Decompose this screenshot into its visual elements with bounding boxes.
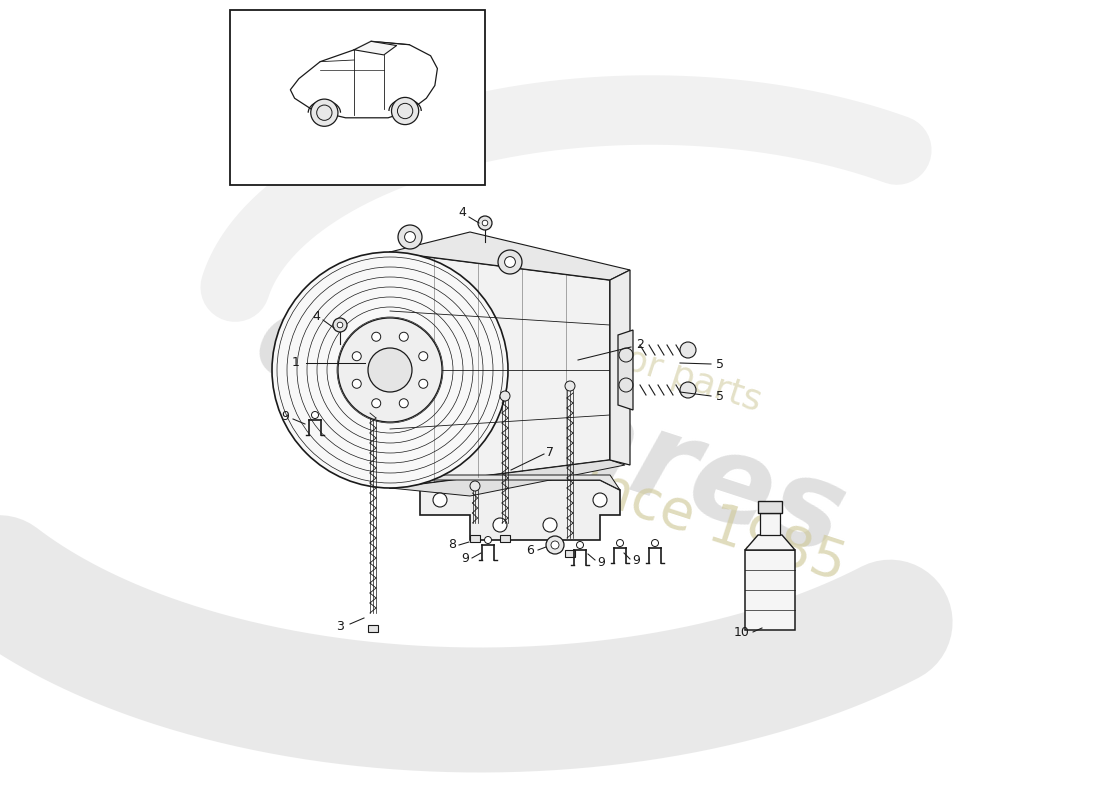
- Polygon shape: [618, 330, 632, 410]
- Text: 5: 5: [716, 358, 724, 371]
- Polygon shape: [745, 535, 795, 550]
- Text: 9: 9: [597, 555, 605, 569]
- Text: 5: 5: [716, 390, 724, 403]
- Bar: [230, 10, 485, 185]
- Circle shape: [493, 518, 507, 532]
- Circle shape: [372, 398, 381, 408]
- Bar: [760, 513, 780, 535]
- Bar: [470, 535, 480, 542]
- Circle shape: [368, 401, 378, 411]
- Circle shape: [680, 342, 696, 358]
- Circle shape: [338, 318, 442, 422]
- Circle shape: [392, 98, 419, 125]
- Text: 8: 8: [448, 538, 456, 551]
- Circle shape: [405, 232, 416, 242]
- Circle shape: [565, 381, 575, 391]
- Circle shape: [433, 493, 447, 507]
- Circle shape: [576, 542, 583, 549]
- Circle shape: [272, 252, 508, 488]
- Bar: [500, 535, 510, 542]
- Circle shape: [398, 225, 422, 249]
- Text: since 1985: since 1985: [548, 447, 852, 593]
- Text: 10: 10: [734, 626, 750, 638]
- Text: 9: 9: [282, 410, 289, 423]
- Circle shape: [505, 257, 516, 267]
- Circle shape: [680, 382, 696, 398]
- Text: 4: 4: [312, 310, 320, 323]
- Text: 3: 3: [337, 621, 344, 634]
- Text: a passion for parts: a passion for parts: [434, 282, 766, 418]
- Circle shape: [310, 99, 338, 126]
- Polygon shape: [390, 460, 625, 496]
- Circle shape: [616, 539, 624, 546]
- Text: 1: 1: [293, 357, 300, 370]
- Bar: [565, 550, 575, 557]
- Circle shape: [372, 332, 381, 342]
- Circle shape: [368, 348, 412, 392]
- Polygon shape: [610, 270, 630, 465]
- Circle shape: [352, 379, 361, 388]
- Text: 2: 2: [636, 338, 644, 351]
- Circle shape: [470, 481, 480, 491]
- Polygon shape: [354, 42, 397, 55]
- Polygon shape: [290, 42, 438, 118]
- Circle shape: [543, 518, 557, 532]
- Circle shape: [352, 352, 361, 361]
- Polygon shape: [420, 475, 620, 490]
- Circle shape: [399, 398, 408, 408]
- Circle shape: [399, 332, 408, 342]
- Circle shape: [593, 493, 607, 507]
- Circle shape: [551, 541, 559, 549]
- Circle shape: [498, 250, 522, 274]
- Circle shape: [311, 411, 319, 418]
- Circle shape: [500, 391, 510, 401]
- Text: 4: 4: [458, 206, 466, 219]
- Polygon shape: [390, 252, 611, 488]
- Circle shape: [338, 322, 343, 328]
- Text: 9: 9: [632, 554, 640, 566]
- Circle shape: [478, 216, 492, 230]
- Circle shape: [482, 220, 487, 226]
- Circle shape: [484, 537, 492, 543]
- Circle shape: [419, 352, 428, 361]
- Text: 7: 7: [546, 446, 554, 458]
- Circle shape: [546, 536, 564, 554]
- Polygon shape: [420, 480, 620, 540]
- Circle shape: [419, 379, 428, 388]
- Bar: [745, 550, 795, 630]
- Polygon shape: [390, 232, 630, 280]
- Text: 9: 9: [461, 553, 469, 566]
- Text: euroares: euroares: [241, 280, 859, 580]
- Text: 6: 6: [526, 543, 534, 557]
- Bar: [758, 501, 782, 513]
- Circle shape: [333, 318, 346, 332]
- Circle shape: [651, 539, 659, 546]
- Bar: [368, 625, 378, 632]
